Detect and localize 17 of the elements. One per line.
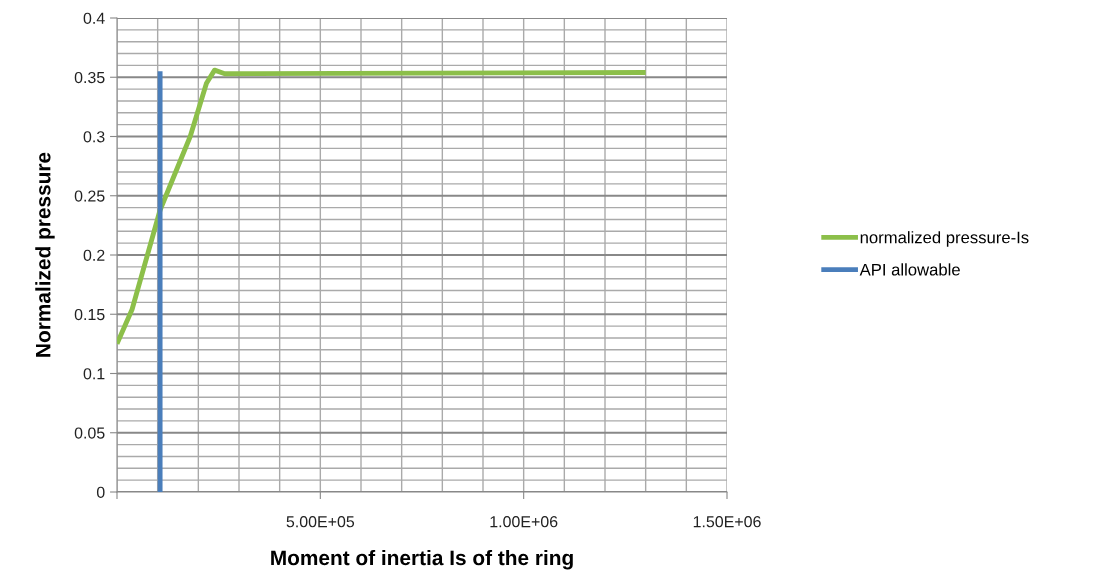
y-tick-label: 0.15: [74, 308, 105, 321]
x-tick-label: 5.00E+05: [286, 516, 355, 528]
line-series: [117, 67, 649, 347]
y-tick-label: 0.25: [74, 190, 105, 202]
x-tick-label: 1.50E+06: [693, 516, 761, 528]
y-tick-label: 0.2: [83, 249, 105, 261]
y-tick-label: 0.3: [83, 131, 105, 143]
y-axis-title: Normalized pressure: [35, 152, 55, 357]
y-tick-label: 0.05: [74, 427, 105, 439]
y-tick-label: 0.1: [83, 368, 105, 380]
y-tick-label: 0.35: [74, 71, 105, 84]
legend-label: API allowable: [859, 263, 960, 276]
y-tick-label: 0.4: [83, 12, 105, 24]
legend-label: normalized pressure-Is: [860, 231, 1029, 247]
y-tick-label: 0: [96, 486, 105, 498]
x-tick-label: 1.00E+06: [490, 516, 558, 528]
x-axis-title: Moment of inertia Is of the ring: [271, 549, 573, 570]
